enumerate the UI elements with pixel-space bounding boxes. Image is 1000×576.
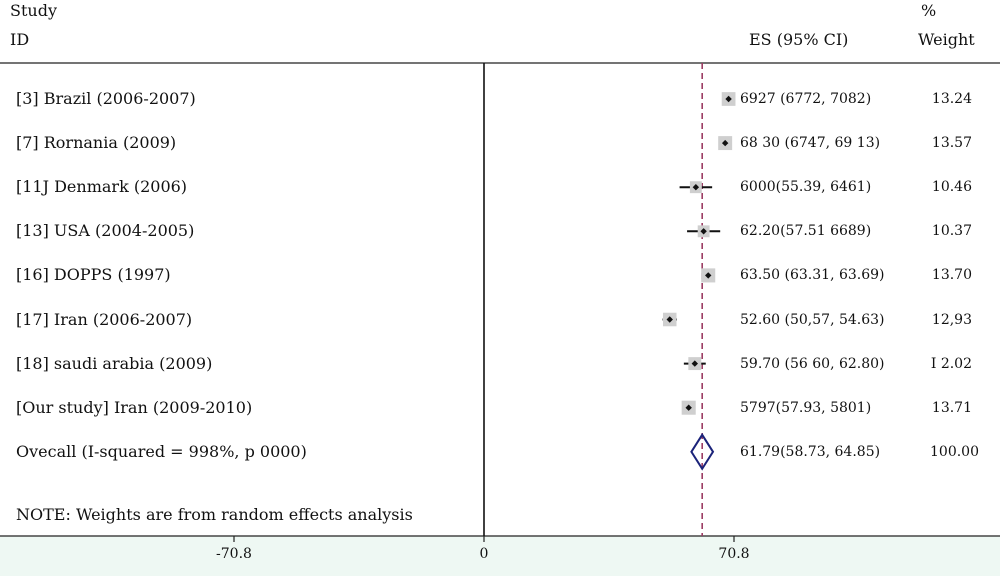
point-estimate — [725, 95, 732, 103]
es-ci-header: ES (95% CI) — [749, 30, 849, 49]
study-label: [Our study] Iran (2009-2010) — [16, 397, 253, 417]
percent-header: % — [921, 1, 937, 20]
weight-value: 10.37 — [931, 223, 972, 240]
es-ci-value: 59.70 (56 60, 62.80) — [740, 355, 885, 372]
x-tick-label: 70.8 — [718, 546, 749, 562]
weight-value: 13.71 — [931, 399, 972, 416]
axis-band — [0, 536, 1000, 576]
point-estimate — [666, 316, 673, 323]
note-text: NOTE: Weights are from random effects an… — [16, 505, 413, 524]
study-label: [18] saudi arabia (2009) — [16, 353, 213, 373]
study-label: [7] Rornania (2009) — [16, 133, 177, 153]
es-ci-value: 68 30 (6747, 69 13) — [740, 135, 881, 152]
study-label: [16] DOPPS (1997) — [16, 265, 171, 285]
study-header: Study — [10, 1, 57, 20]
weight-header: Weight — [918, 30, 975, 49]
es-ci-value: 63.50 (63.31, 63.69) — [740, 267, 885, 284]
id-header: ID — [10, 30, 30, 49]
x-tick-label: -70.8 — [216, 546, 252, 562]
study-label: [3] Brazil (2006-2007) — [16, 89, 196, 108]
weight-value: 13.70 — [931, 267, 972, 284]
study-label: [17] Iran (2006-2007) — [16, 309, 193, 329]
study-label: [11J Denmark (2006) — [16, 177, 188, 197]
point-estimate — [700, 228, 707, 235]
overall-weight-value: 100.00 — [930, 443, 979, 460]
point-estimate — [721, 139, 729, 147]
es-ci-value: 6000(55.39, 6461) — [740, 179, 872, 196]
overall-es-ci-value: 61.79(58.73, 64.85) — [740, 443, 881, 460]
weight-value: 13.24 — [931, 91, 972, 107]
es-ci-value: 6927 (6772, 7082) — [740, 91, 872, 107]
study-label: [13] USA (2004-2005) — [16, 221, 195, 241]
point-estimate — [705, 272, 712, 279]
weight-value: 13.57 — [931, 135, 972, 152]
es-ci-value: 5797(57.93, 5801) — [740, 399, 872, 416]
es-ci-value: 62.20(57.51 6689) — [740, 223, 872, 240]
point-estimate — [685, 404, 692, 411]
weight-value: I 2.02 — [930, 355, 972, 372]
overall-label: Ovecall (I-squared = 998%, p 0000) — [16, 441, 307, 461]
weight-value: 12,93 — [931, 311, 972, 328]
x-tick-label: 0 — [480, 546, 489, 562]
es-ci-value: 52.60 (50,57, 54.63) — [740, 311, 885, 328]
weight-value: 10.46 — [931, 179, 972, 196]
point-estimate — [691, 360, 699, 367]
point-estimate — [692, 184, 700, 191]
overall-diamond — [690, 432, 715, 471]
